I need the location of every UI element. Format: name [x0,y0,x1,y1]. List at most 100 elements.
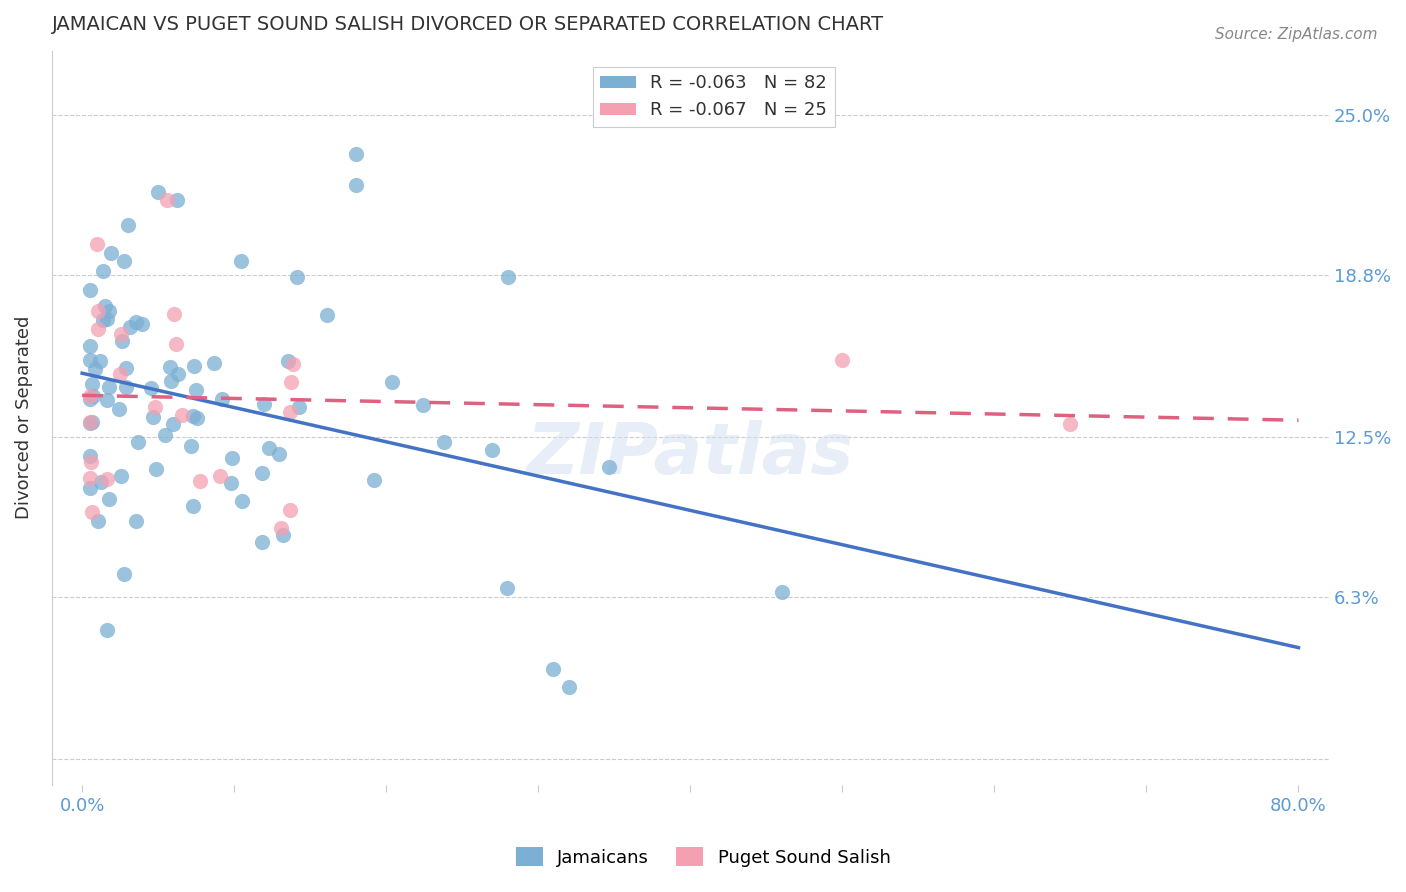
Y-axis label: Divorced or Separated: Divorced or Separated [15,316,32,519]
Point [79,471,101,485]
Point [269,447,291,461]
Point [96,312,118,326]
Point [280,375,302,389]
Point [79,481,101,495]
Point [271,528,294,542]
Point [112,566,135,581]
Point [80,376,103,391]
Point [91,313,114,327]
Point [86,237,108,252]
Point [87,322,110,336]
Point [110,326,132,341]
Point [94,299,117,313]
Point [184,383,207,397]
Point [257,441,280,455]
Point [87,304,110,318]
Point [167,367,190,381]
Point [433,434,456,449]
Point [110,469,132,483]
Point [112,254,135,268]
Point [118,320,141,334]
Point [79,353,101,368]
Point [166,193,188,207]
Point [139,381,162,395]
Point [80,415,103,429]
Point [125,315,148,329]
Point [231,493,253,508]
Point [253,397,276,411]
Point [79,389,101,403]
Point [315,308,337,322]
Point [277,353,299,368]
Point [162,417,184,431]
Point [229,254,252,268]
Point [79,449,101,463]
Point [80,506,103,520]
Text: JAMAICAN VS PUGET SOUND SALISH DIVORCED OR SEPARATED CORRELATION CHART: JAMAICAN VS PUGET SOUND SALISH DIVORCED … [52,15,884,34]
Point [344,178,367,193]
Text: Source: ZipAtlas.com: Source: ZipAtlas.com [1215,27,1378,42]
Point [97,491,120,506]
Point [221,451,243,466]
Text: ZIPatlas: ZIPatlas [527,420,853,489]
Legend: R = -0.063   N = 82, R = -0.067   N = 25: R = -0.063 N = 82, R = -0.067 N = 25 [593,67,835,127]
Point [186,411,208,425]
Point [770,584,793,599]
Point [100,245,122,260]
Point [831,352,853,367]
Point [79,283,101,297]
Point [87,514,110,528]
Point [131,317,153,331]
Point [79,339,101,353]
Point [209,469,232,483]
Point [96,623,118,637]
Point [181,409,204,423]
Point [159,360,181,375]
Point [91,264,114,278]
Point [83,362,105,376]
Point [181,499,204,513]
Point [145,462,167,476]
Point [180,439,202,453]
Point [156,193,179,207]
Point [412,399,434,413]
Point [543,662,565,676]
Point [281,357,304,371]
Point [162,307,184,321]
Point [142,410,165,425]
Point [285,270,308,285]
Point [481,443,503,458]
Point [148,186,170,200]
Point [79,392,101,406]
Point [79,415,101,429]
Point [107,401,129,416]
Point [115,360,138,375]
Point [98,380,121,394]
Point [598,459,620,474]
Point [90,475,112,490]
Point [160,374,183,388]
Point [89,354,111,368]
Point [496,582,519,596]
Point [211,392,233,407]
Point [98,304,121,318]
Point [381,375,404,389]
Legend: Jamaicans, Puget Sound Salish: Jamaicans, Puget Sound Salish [509,840,897,874]
Point [115,380,138,394]
Point [117,218,139,232]
Point [270,521,292,535]
Point [278,405,301,419]
Point [96,393,118,408]
Point [143,400,166,414]
Point [250,534,273,549]
Point [165,337,187,351]
Point [108,367,131,381]
Point [288,401,311,415]
Point [82,389,104,403]
Point [170,408,193,422]
Point [363,474,385,488]
Point [344,146,367,161]
Point [557,680,579,694]
Point [96,472,118,486]
Point [183,359,205,373]
